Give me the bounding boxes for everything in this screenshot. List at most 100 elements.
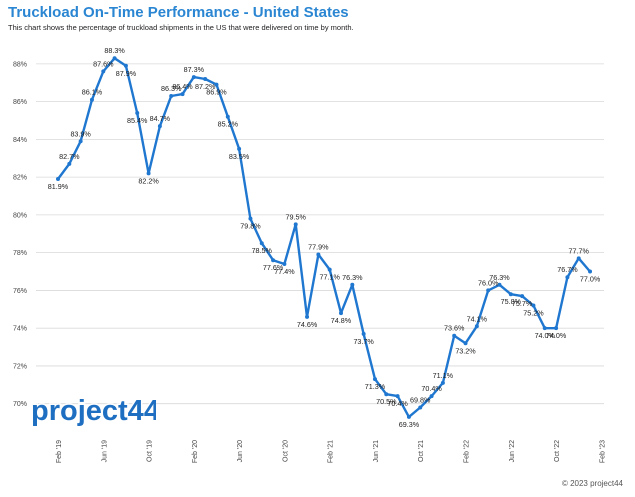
data-label: 82.2% (138, 176, 159, 185)
data-point (327, 267, 332, 272)
x-axis-ticks: Feb '19 Jun '19 Oct '19 Feb '20 Jun '20 Oct '… (56, 440, 606, 463)
x-tick-label: Jun '20 (237, 440, 244, 462)
x-tick-label: Oct '19 (147, 440, 154, 462)
data-point (89, 97, 94, 102)
data-point (112, 56, 117, 61)
data-label: 75.7% (512, 299, 533, 308)
data-point (474, 324, 479, 329)
x-tick-label: Oct '21 (418, 440, 425, 462)
data-label: 69.8% (410, 395, 431, 404)
data-label: 74.8% (331, 316, 352, 325)
data-point (169, 93, 174, 98)
data-label: 87.2% (195, 82, 216, 91)
x-tick-label: Feb '20 (192, 440, 199, 463)
data-point (372, 377, 377, 382)
data-label: 84.7% (150, 114, 171, 123)
y-tick-label: 82% (13, 175, 27, 182)
data-point (282, 261, 287, 266)
data-point (576, 256, 581, 261)
data-point (339, 311, 343, 316)
data-point (293, 222, 298, 227)
data-label: 78.5% (252, 246, 273, 255)
data-label: 71.3% (365, 382, 386, 391)
data-point (395, 394, 400, 399)
data-point (259, 241, 264, 246)
data-label: 87.6% (93, 59, 114, 68)
data-label: 77.4% (274, 267, 295, 276)
y-tick-label: 78% (13, 250, 27, 257)
chart-subtitle: This chart shows the percentage of truck… (8, 23, 354, 32)
data-point (157, 124, 162, 129)
y-tick-label: 76% (13, 288, 27, 295)
gridlines (36, 63, 604, 405)
series-path (56, 57, 592, 419)
data-point (101, 69, 106, 74)
x-tick-label: Jun '21 (373, 440, 380, 462)
y-axis-ticks: 70% 72% 74% 76% 78% 80% 82% 84% 86% 88% (13, 61, 27, 408)
y-tick-label: 88% (13, 61, 27, 68)
data-point (203, 76, 208, 81)
logo-text: project44 (31, 395, 156, 427)
y-tick-label: 70% (13, 401, 27, 408)
data-label: 79.8% (240, 222, 261, 231)
data-label: 79.5% (286, 212, 307, 221)
data-point (486, 288, 491, 293)
x-tick-label: Feb '23 (599, 440, 606, 463)
data-point (135, 110, 140, 115)
data-point (406, 414, 411, 419)
data-label: 83.5% (229, 152, 250, 161)
x-tick-label: Oct '22 (554, 440, 561, 462)
data-point (440, 380, 445, 385)
data-point (565, 275, 570, 280)
data-label: 75.2% (523, 309, 544, 318)
data-point (225, 114, 230, 119)
data-label: 76.3% (489, 273, 510, 282)
data-point (588, 269, 593, 274)
data-point (542, 326, 547, 331)
x-tick-label: Jun '19 (101, 440, 108, 462)
data-label: 88.3% (104, 46, 125, 55)
x-tick-label: Feb '21 (328, 440, 335, 463)
data-point (248, 216, 253, 221)
data-label: 87.9% (116, 69, 137, 78)
data-point (384, 392, 389, 397)
data-label: 70.4% (421, 384, 442, 393)
x-tick-label: Feb '22 (464, 440, 471, 463)
data-label: 82.7% (59, 152, 80, 161)
data-point (452, 333, 457, 338)
chart-title: Truckload On-Time Performance - United S… (8, 4, 349, 21)
data-label: 76.3% (342, 273, 363, 282)
data-points (56, 56, 593, 419)
copyright-footer: © 2023 project44 (561, 479, 623, 488)
data-label: 71.1% (433, 371, 454, 380)
data-point (554, 326, 559, 331)
data-label: 83.9% (70, 129, 91, 138)
data-point (305, 314, 310, 319)
y-tick-label: 84% (13, 137, 27, 144)
data-point (123, 63, 128, 68)
data-label: 77.7% (569, 246, 590, 255)
data-label: 70.4% (387, 399, 408, 408)
data-point (361, 331, 366, 336)
data-label: 69.3% (399, 420, 420, 429)
data-label: 86.3% (161, 84, 182, 93)
data-label: 75.8% (501, 297, 522, 306)
data-point (180, 92, 185, 97)
data-label: 86.1% (82, 88, 103, 97)
data-label: 86.4% (172, 82, 193, 91)
data-label: 73.7% (353, 337, 374, 346)
data-point (78, 139, 83, 144)
data-label: 73.6% (444, 324, 465, 333)
data-point (429, 394, 434, 399)
y-tick-label: 86% (13, 99, 27, 106)
y-tick-label: 74% (13, 326, 27, 333)
data-label: 73.2% (455, 346, 476, 355)
data-label: 85.2% (218, 120, 239, 129)
data-label: 77.0% (580, 275, 601, 284)
data-label: 74.1% (467, 314, 488, 323)
data-point (214, 82, 219, 87)
data-labels: 81.9% 82.7% 83.9% 86.1% 87.6% 88.3% 87.9% 85.4%… (48, 46, 601, 429)
data-label: 74.0% (546, 331, 567, 340)
data-point (191, 75, 196, 80)
data-point (316, 252, 321, 257)
